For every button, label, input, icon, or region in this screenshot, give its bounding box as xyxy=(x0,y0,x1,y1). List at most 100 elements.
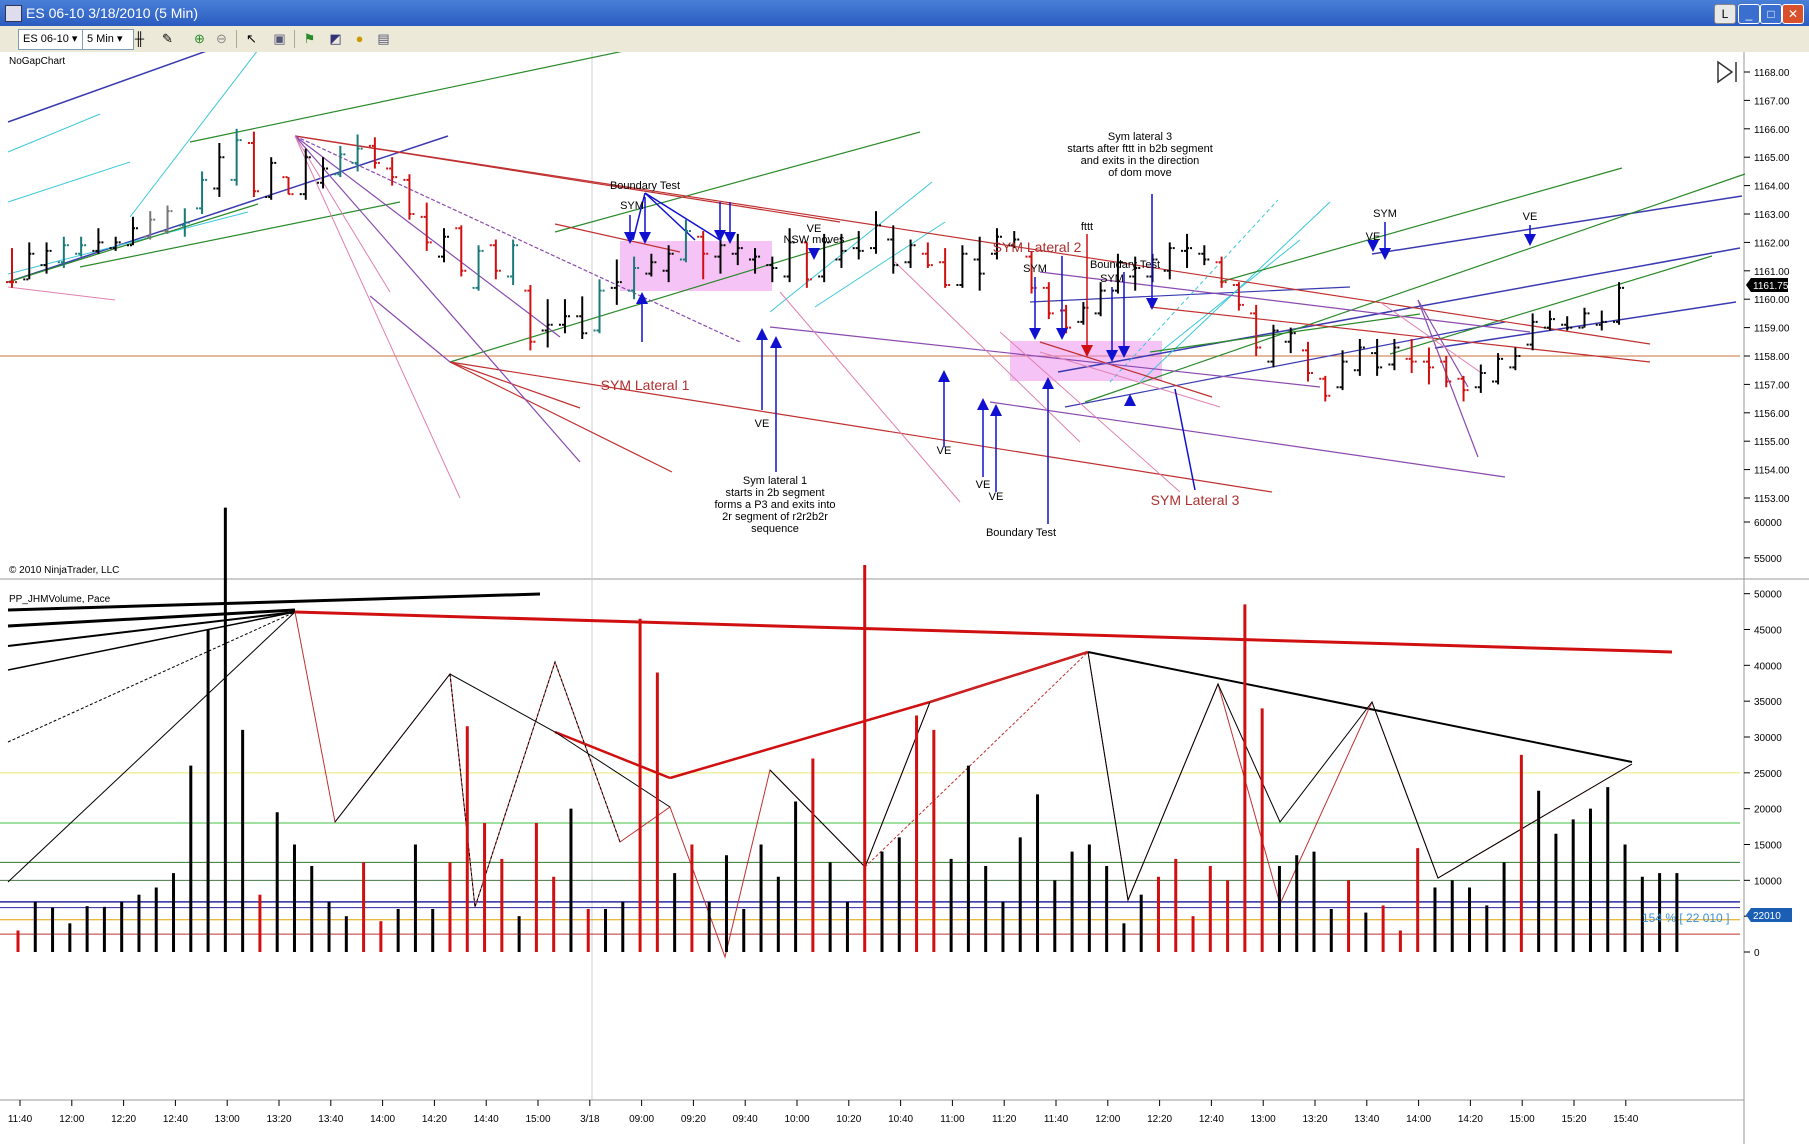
arrow-head xyxy=(714,230,726,242)
x-tick-label: 15:20 xyxy=(1561,1114,1586,1125)
zoom-out-icon[interactable]: ⊖ xyxy=(216,31,227,46)
sym-lateral-1-box xyxy=(620,241,772,291)
annotation-line: NSW moves xyxy=(783,234,845,246)
arrow-head xyxy=(1042,377,1054,389)
price-bar xyxy=(1388,338,1401,371)
draw-pen-icon[interactable]: ✎ xyxy=(162,31,173,46)
arrow-head xyxy=(808,248,820,260)
zoom-in-icon[interactable]: ⊕ xyxy=(194,31,205,46)
price-bar xyxy=(178,208,191,237)
strategy-icon[interactable]: ⚑ xyxy=(303,31,316,46)
price-bar xyxy=(1129,256,1142,291)
price-bar xyxy=(1440,356,1453,388)
price-bar xyxy=(334,145,347,178)
price-bar xyxy=(697,231,710,280)
annotation-line: SYM Lateral 2 xyxy=(993,239,1082,255)
trendline xyxy=(669,700,931,780)
maximize-button[interactable]: □ xyxy=(1760,4,1782,24)
data-box-icon[interactable]: ▤ xyxy=(377,31,390,46)
trendline xyxy=(1149,313,1421,353)
price-bar xyxy=(1474,364,1487,393)
y-tick-label: 1159.00 xyxy=(1754,324,1790,335)
nsw-moves-label: NSW moves xyxy=(783,234,845,246)
x-tick-label: 14:00 xyxy=(1406,1114,1431,1125)
zigzag-line xyxy=(864,651,1089,868)
ve-label: VE xyxy=(989,491,1004,503)
arrow-head xyxy=(938,370,950,382)
trendline xyxy=(449,361,1273,493)
boundary-test-label: Boundary Test xyxy=(1090,259,1160,271)
y-tick-label: 10000 xyxy=(1754,876,1782,887)
signal-arrow xyxy=(1524,225,1536,246)
red-signal-arrow xyxy=(1081,234,1093,357)
price-bar xyxy=(126,216,139,247)
trendline xyxy=(1109,199,1279,383)
price-bar xyxy=(1371,338,1384,376)
x-tick-label: 10:40 xyxy=(888,1114,913,1125)
price-bar xyxy=(679,219,692,263)
signal-arrow xyxy=(1029,277,1041,340)
annotation-line: VE xyxy=(807,223,822,235)
instrument-select[interactable]: ES 06-10 ▾ xyxy=(18,29,90,50)
price-bar xyxy=(1163,242,1176,280)
signal-arrow xyxy=(1056,256,1068,340)
x-tick-label: 13:40 xyxy=(1354,1114,1379,1125)
bar-style-icon[interactable]: ╫ xyxy=(134,31,145,46)
toolbar-separator xyxy=(236,30,237,48)
price-bar xyxy=(1561,316,1574,331)
link-button[interactable]: L xyxy=(1714,4,1736,24)
price-bar xyxy=(576,296,589,339)
annotation-line: sequence xyxy=(751,523,799,535)
y-tick-label: 25000 xyxy=(1754,769,1782,780)
price-bar xyxy=(921,242,934,268)
arrow-head xyxy=(1029,328,1041,340)
price-bar xyxy=(144,211,157,240)
trendline xyxy=(1039,341,1213,398)
price-bar xyxy=(749,248,762,274)
x-tick-label: 10:00 xyxy=(784,1114,809,1125)
pointer-icon[interactable]: ↖ xyxy=(246,31,257,46)
play-end-icon[interactable] xyxy=(1717,60,1737,84)
x-tick-label: 11:40 xyxy=(1044,1114,1069,1125)
price-bar xyxy=(1543,310,1556,331)
trendline xyxy=(7,592,541,612)
price-bar xyxy=(645,253,658,277)
price-bar xyxy=(1492,353,1505,385)
trendline xyxy=(294,135,581,463)
y-tick-label: 45000 xyxy=(1754,626,1782,637)
annotation-line: SYM Lateral 1 xyxy=(601,377,690,393)
x-tick-label: 14:40 xyxy=(474,1114,499,1125)
price-bar xyxy=(662,245,675,283)
y-tick-label: 55000 xyxy=(1754,554,1782,565)
trendline xyxy=(7,611,296,647)
price-bar xyxy=(92,228,105,254)
arrow-head xyxy=(1056,328,1068,340)
minimize-button[interactable]: _ xyxy=(1738,4,1760,24)
x-tick-label: 14:20 xyxy=(1458,1114,1483,1125)
x-tick-label: 11:00 xyxy=(940,1114,965,1125)
trendline xyxy=(1159,239,1301,353)
x-tick-label: 13:00 xyxy=(215,1114,240,1125)
x-axis: 11:40 12:00 12:20 12:40 13:00 13:20 13:40 14:00… xyxy=(0,1099,1744,1125)
trendline xyxy=(7,286,116,301)
alert-icon[interactable]: ● xyxy=(355,31,364,46)
properties-icon[interactable]: ▣ xyxy=(273,31,286,46)
annotation-line: forms a P3 and exits into xyxy=(714,499,835,511)
price-bar xyxy=(852,231,865,260)
signal-arrow xyxy=(770,336,782,472)
chart-toolbar: ES 06-10 ▾ 5 Min ▾ ╫ ✎ ⊕ ⊖ ↖ ▣ ⚑ ◩ ● ▤ xyxy=(0,26,1809,53)
trendline xyxy=(7,608,296,628)
trendline xyxy=(1219,167,1623,283)
window-titlebar: ES 06-10 3/18/2010 (5 Min) L _ □ ✕ xyxy=(0,0,1809,26)
interval-select[interactable]: 5 Min ▾ xyxy=(82,29,134,50)
price-bar xyxy=(1336,350,1349,391)
annotation-line: VE xyxy=(1523,211,1538,223)
indicator-icon[interactable]: ◩ xyxy=(329,31,342,46)
trendline xyxy=(779,291,961,503)
close-button[interactable]: ✕ xyxy=(1782,4,1804,24)
y-tick-label: 1160.00 xyxy=(1754,295,1790,306)
price-bar xyxy=(213,143,226,197)
price-bar xyxy=(1457,375,1470,402)
annotation-line: VE xyxy=(755,418,770,430)
